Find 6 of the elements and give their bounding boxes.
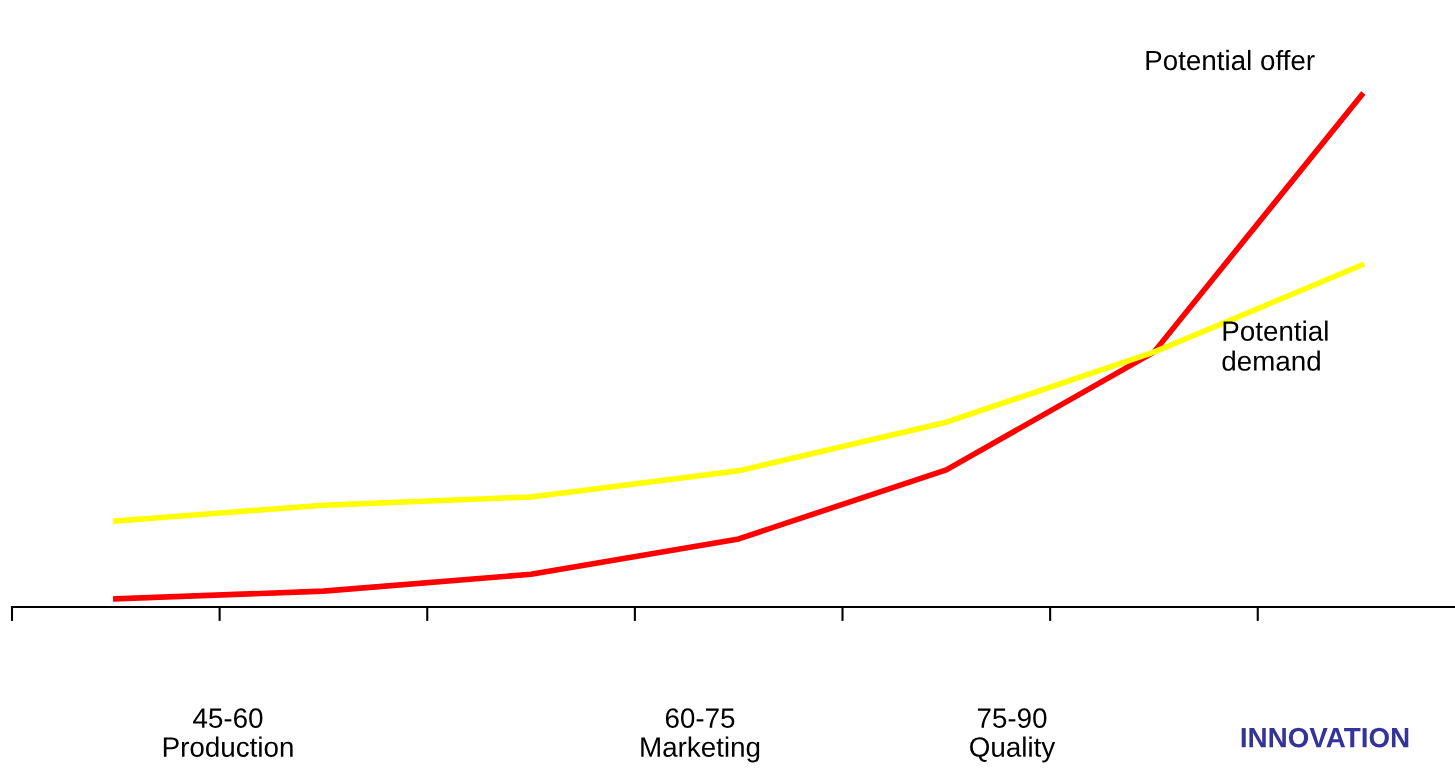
- text: 60-75 Marketing: [641, 708, 760, 763]
- text: INNOVATION: [1241, 727, 1409, 748]
- text: 45-60 Production: [163, 708, 293, 757]
- text: 75-90 Quality: [970, 708, 1056, 763]
- series-label: Potential offer: [1146, 49, 1315, 71]
- series-label: Potential demand: [1222, 320, 1328, 371]
